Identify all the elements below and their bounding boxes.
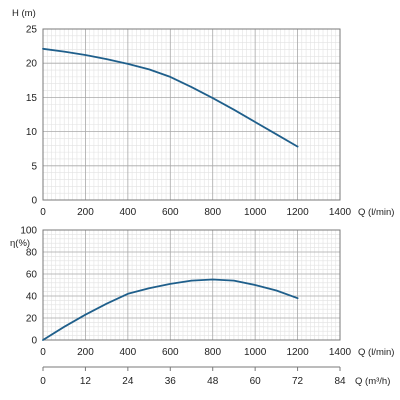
efficiency-x-tick-label: 1400: [329, 347, 352, 358]
flow-m3h-axis: 0 12 24 36 48 60 72 84 Q (m³/h): [40, 366, 390, 387]
head-curve-chart: 0 5 10 15 20 25 0 200 400 600 800 1000 1200 1400 H (m)…: [12, 8, 394, 218]
efficiency-x-tick-label: 0: [40, 347, 46, 358]
flow-m3h-tick-label: 12: [80, 376, 92, 387]
efficiency-x-tick-label: 200: [77, 347, 94, 358]
head-x-tick-label: 1200: [286, 207, 309, 218]
efficiency-x-axis-label: Q (l/min): [358, 347, 394, 358]
flow-m3h-tick-label: 72: [292, 376, 304, 387]
head-x-tick-label: 1400: [329, 207, 352, 218]
head-minor-grid: [43, 29, 340, 200]
efficiency-x-tick-label: 1000: [244, 347, 267, 358]
head-y-axis-label: H (m): [12, 8, 36, 19]
head-x-tick-label: 600: [162, 207, 179, 218]
head-y-tick-label: 20: [26, 59, 38, 70]
efficiency-y-tick-label: 20: [26, 314, 38, 325]
flow-m3h-tick-label: 60: [250, 376, 262, 387]
efficiency-y-tick-label: 100: [20, 226, 37, 237]
flow-m3h-tick-label: 0: [40, 376, 46, 387]
efficiency-x-tick-label: 1200: [286, 347, 309, 358]
efficiency-x-tick-label: 400: [120, 347, 137, 358]
efficiency-y-tick-label: 0: [31, 336, 37, 347]
flow-m3h-tick-label: 24: [122, 376, 134, 387]
efficiency-plot-frame: [42, 229, 341, 341]
head-y-tick-label: 25: [26, 25, 38, 36]
flow-m3h-tick-label: 36: [165, 376, 177, 387]
efficiency-y-tick-label: 60: [26, 270, 38, 281]
efficiency-y-tick-label: 40: [26, 292, 38, 303]
efficiency-minor-grid: [43, 230, 340, 340]
head-x-axis-label: Q (l/min): [358, 207, 394, 218]
head-y-tick-label: 5: [31, 161, 37, 172]
efficiency-y-tick-label: 80: [26, 248, 38, 259]
head-x-tick-label: 200: [77, 207, 94, 218]
head-y-tick-label: 10: [26, 127, 38, 138]
head-x-tick-label: 1000: [244, 207, 267, 218]
head-plot-frame: [42, 28, 341, 201]
flow-m3h-tick-label: 84: [334, 376, 346, 387]
efficiency-curve: [42, 278, 299, 341]
head-x-tick-label: 800: [204, 207, 221, 218]
efficiency-x-tick-label: 800: [204, 347, 221, 358]
head-y-tick-label: 0: [31, 196, 37, 207]
head-x-tick-label: 0: [40, 207, 46, 218]
head-curve: [42, 47, 299, 148]
head-y-tick-label: 15: [26, 93, 38, 104]
efficiency-y-axis-label: η(%): [10, 238, 30, 249]
flow-m3h-axis-label: Q (m³/h): [355, 376, 390, 387]
head-x-tick-label: 400: [120, 207, 137, 218]
flow-m3h-tick-label: 48: [207, 376, 219, 387]
efficiency-x-tick-label: 600: [162, 347, 179, 358]
